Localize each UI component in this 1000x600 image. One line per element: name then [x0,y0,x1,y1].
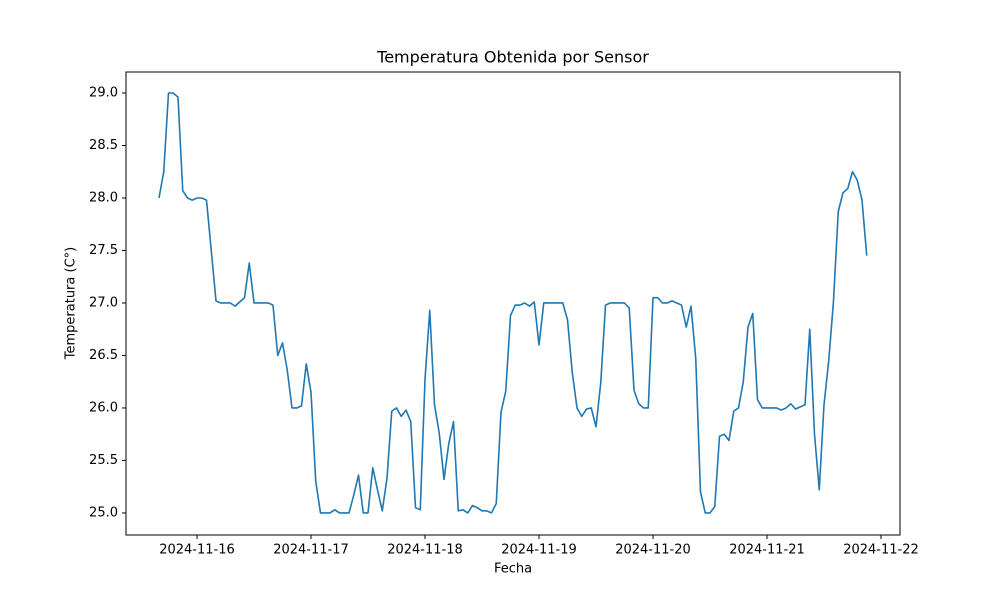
x-tick-label: 2024-11-22 [843,543,919,558]
x-tick-label: 2024-11-21 [729,543,805,558]
y-tick-label: 28.0 [89,190,118,205]
y-tick-label: 25.0 [89,505,118,520]
y-tick-label: 29.0 [89,85,118,100]
x-axis-label: Fecha [494,562,532,577]
y-tick-label: 27.5 [89,243,118,258]
x-tick-label: 2024-11-16 [159,543,235,558]
y-axis-label: Temperatura (C°) [64,247,79,360]
y-tick-label: 27.0 [89,295,118,310]
x-tick-label: 2024-11-19 [501,543,577,558]
y-tick-label: 26.0 [89,400,118,415]
chart-title: Temperatura Obtenida por Sensor [376,48,649,67]
x-tick-label: 2024-11-17 [273,543,349,558]
data-line [158,92,868,514]
x-tick-label: 2024-11-18 [387,543,463,558]
y-tick-label: 25.5 [89,453,118,468]
y-tick-label: 28.5 [89,138,118,153]
plot-frame [125,71,901,536]
x-tick-label: 2024-11-20 [615,543,691,558]
y-tick-label: 26.5 [89,348,118,363]
